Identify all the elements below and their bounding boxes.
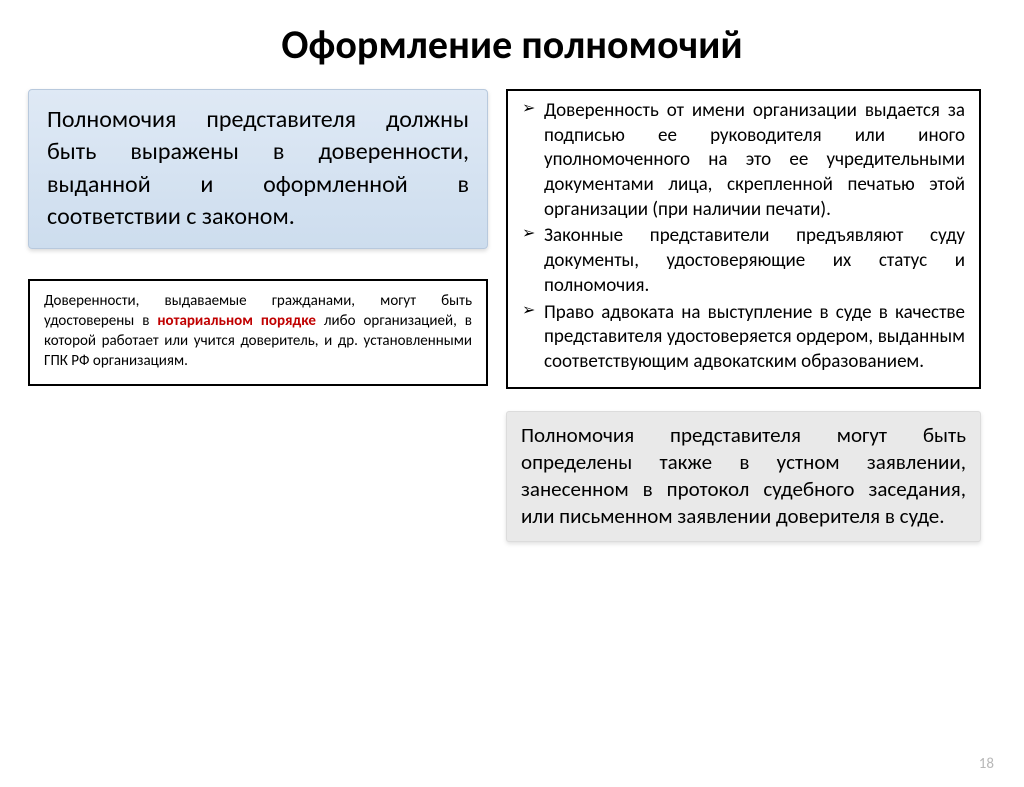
bullet-item-1: Доверенность от имени организации выдает…: [522, 99, 965, 222]
page-number: 18: [979, 755, 994, 773]
gray-footer-box: Полномочия представителя могут быть опре…: [506, 411, 981, 542]
page-title: Оформление полномочий: [0, 20, 1024, 69]
notary-highlight: нотариальном порядке: [157, 312, 316, 330]
bullet-item-3: Право адвоката на выступление в суде в к…: [522, 301, 965, 375]
bullet-item-2: Законные представители предъявляют суду …: [522, 224, 965, 298]
content-area: Полномочия представителя должны быть выр…: [0, 89, 1024, 542]
blue-summary-box: Полномочия представителя должны быть выр…: [28, 89, 488, 249]
notary-box: Доверенности, выдаваемые гражданами, мог…: [28, 279, 488, 386]
bullet-list-box: Доверенность от имени организации выдает…: [506, 89, 981, 389]
right-column: Доверенность от имени организации выдает…: [506, 89, 981, 542]
left-column: Полномочия представителя должны быть выр…: [28, 89, 488, 542]
